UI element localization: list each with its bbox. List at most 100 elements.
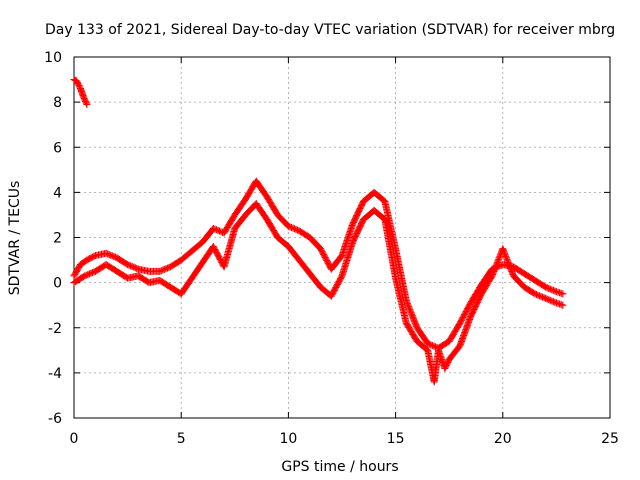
- y-tick-label: 6: [53, 140, 62, 156]
- data-point: [430, 342, 438, 350]
- data-point: [105, 251, 113, 259]
- data-point: [534, 291, 542, 299]
- y-tick-label: -2: [48, 321, 62, 337]
- data-point: [443, 360, 451, 368]
- data-point: [444, 358, 452, 366]
- series-main-lower: [70, 200, 567, 386]
- x-tick-label: 15: [387, 431, 405, 447]
- data-point: [551, 287, 559, 295]
- data-point: [128, 263, 136, 271]
- y-tick-label: -4: [48, 366, 62, 382]
- data-point: [107, 251, 115, 259]
- data-point: [442, 363, 450, 371]
- data-point: [531, 290, 539, 298]
- data-point: [287, 224, 295, 232]
- data-point: [546, 285, 554, 293]
- data-point: [546, 296, 554, 304]
- data-point: [286, 223, 294, 231]
- data-point: [549, 286, 557, 294]
- data-point: [532, 291, 540, 299]
- data-point: [559, 301, 567, 309]
- data-point: [212, 226, 220, 234]
- data-point: [543, 284, 551, 292]
- x-tick-label: 5: [177, 431, 186, 447]
- data-point: [428, 341, 436, 349]
- data-point: [131, 264, 139, 272]
- data-point: [284, 222, 292, 230]
- y-tick-label: 10: [44, 50, 62, 66]
- data-point: [88, 269, 96, 277]
- data-point: [214, 226, 222, 234]
- data-point: [545, 284, 553, 292]
- data-point: [162, 265, 170, 273]
- chart-title: Day 133 of 2021, Sidereal Day-to-day VTE…: [45, 22, 615, 38]
- data-point: [75, 82, 83, 90]
- data-point: [289, 224, 297, 232]
- data-point: [127, 262, 135, 270]
- data-point: [110, 253, 118, 261]
- data-point: [427, 341, 435, 349]
- data-point: [536, 292, 544, 300]
- data-point: [209, 224, 217, 232]
- data-point: [82, 99, 90, 107]
- data-point: [537, 292, 545, 300]
- y-tick-label: 2: [53, 231, 62, 247]
- series-early-arc: [70, 76, 91, 108]
- axis-ticks: 0 5 10 15 20 25 -6 -4 -2 0 2 4 6 8 10: [44, 50, 619, 447]
- data-point: [81, 272, 89, 280]
- data-point: [425, 340, 433, 348]
- data-point: [442, 361, 450, 369]
- data-point: [159, 266, 167, 274]
- data-point: [337, 273, 345, 281]
- data-point: [87, 269, 95, 277]
- data-point: [291, 225, 299, 233]
- series-main-upper: [70, 177, 567, 352]
- data-point: [74, 80, 82, 88]
- data-point: [133, 264, 141, 272]
- data-point: [540, 294, 548, 302]
- data-point: [85, 270, 93, 278]
- data-point: [542, 283, 550, 291]
- data-point: [548, 297, 556, 305]
- data-point: [292, 225, 300, 233]
- grid: [74, 57, 610, 418]
- x-tick-label: 20: [494, 431, 512, 447]
- data-point: [549, 298, 557, 306]
- data-series: [70, 76, 567, 386]
- y-tick-label: 0: [53, 276, 62, 292]
- data-point: [542, 294, 550, 302]
- data-point: [102, 249, 110, 257]
- data-point: [82, 271, 90, 279]
- x-tick-label: 10: [279, 431, 297, 447]
- data-point: [84, 271, 92, 279]
- data-point: [543, 295, 551, 303]
- data-point: [545, 296, 553, 304]
- x-tick-label: 0: [70, 431, 79, 447]
- data-point: [90, 252, 98, 260]
- data-point: [124, 261, 132, 269]
- data-point: [551, 298, 559, 306]
- data-point: [125, 261, 133, 269]
- data-point: [157, 267, 165, 275]
- data-point: [81, 97, 89, 105]
- data-point: [83, 100, 91, 108]
- y-tick-label: 8: [53, 95, 62, 111]
- y-tick-label: 4: [53, 185, 62, 201]
- data-point: [163, 264, 171, 272]
- data-point: [104, 250, 112, 258]
- data-point: [81, 96, 89, 104]
- data-point: [160, 265, 168, 273]
- data-point: [211, 225, 219, 233]
- data-point: [539, 293, 547, 301]
- data-point: [156, 267, 164, 275]
- data-point: [108, 252, 116, 260]
- data-point: [559, 290, 567, 298]
- x-axis-label: GPS time / hours: [281, 459, 398, 475]
- x-tick-label: 25: [601, 431, 619, 447]
- data-point: [548, 286, 556, 294]
- y-tick-label: -6: [48, 411, 62, 427]
- data-point: [441, 364, 449, 372]
- data-point: [424, 340, 432, 348]
- data-point: [130, 263, 138, 271]
